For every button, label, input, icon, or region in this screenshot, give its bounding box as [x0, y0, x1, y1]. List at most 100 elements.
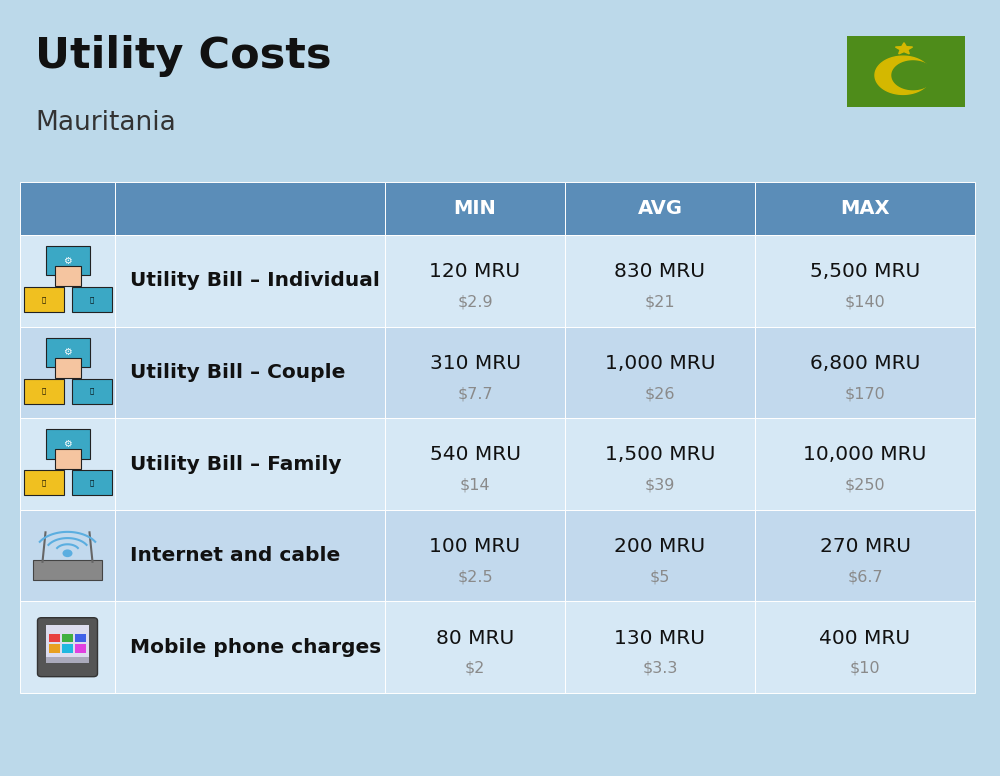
FancyBboxPatch shape — [24, 379, 64, 404]
FancyBboxPatch shape — [115, 235, 385, 327]
FancyBboxPatch shape — [46, 625, 89, 663]
Text: $39: $39 — [645, 477, 675, 493]
Circle shape — [62, 549, 72, 557]
FancyBboxPatch shape — [49, 644, 60, 653]
Text: Internet and cable: Internet and cable — [130, 546, 340, 565]
Text: $170: $170 — [845, 386, 885, 401]
FancyBboxPatch shape — [755, 418, 975, 510]
FancyBboxPatch shape — [565, 601, 755, 693]
FancyBboxPatch shape — [62, 633, 73, 642]
Text: Utility Bill – Couple: Utility Bill – Couple — [130, 363, 345, 382]
Text: 120 MRU: 120 MRU — [429, 262, 521, 281]
Text: ⚙: ⚙ — [63, 256, 72, 265]
Text: 270 MRU: 270 MRU — [820, 537, 910, 556]
Text: 310 MRU: 310 MRU — [430, 354, 520, 372]
FancyBboxPatch shape — [20, 510, 115, 601]
FancyBboxPatch shape — [20, 327, 115, 418]
FancyBboxPatch shape — [55, 449, 80, 469]
FancyBboxPatch shape — [565, 235, 755, 327]
Text: 200 MRU: 200 MRU — [614, 537, 706, 556]
Text: $2: $2 — [465, 660, 485, 676]
FancyBboxPatch shape — [115, 327, 385, 418]
Text: 🚰: 🚰 — [89, 388, 94, 394]
FancyBboxPatch shape — [20, 601, 115, 693]
FancyBboxPatch shape — [72, 470, 112, 495]
Text: Utility Costs: Utility Costs — [35, 35, 332, 77]
FancyBboxPatch shape — [49, 633, 60, 642]
FancyBboxPatch shape — [72, 379, 112, 404]
Text: $21: $21 — [645, 294, 675, 310]
FancyBboxPatch shape — [565, 510, 755, 601]
FancyBboxPatch shape — [385, 235, 565, 327]
Polygon shape — [875, 56, 931, 95]
Text: Utility Bill – Family: Utility Bill – Family — [130, 455, 342, 473]
Text: 1,000 MRU: 1,000 MRU — [605, 354, 715, 372]
Polygon shape — [895, 43, 913, 54]
FancyBboxPatch shape — [755, 235, 975, 327]
FancyBboxPatch shape — [115, 601, 385, 693]
Text: 1,500 MRU: 1,500 MRU — [605, 445, 715, 464]
FancyBboxPatch shape — [385, 601, 565, 693]
Text: $14: $14 — [460, 477, 490, 493]
Text: $10: $10 — [850, 660, 880, 676]
FancyBboxPatch shape — [385, 327, 565, 418]
Text: 🔌: 🔌 — [41, 388, 46, 394]
FancyBboxPatch shape — [46, 338, 90, 367]
Text: MAX: MAX — [840, 199, 890, 218]
FancyBboxPatch shape — [847, 36, 965, 107]
Text: $5: $5 — [650, 569, 670, 584]
FancyBboxPatch shape — [755, 510, 975, 601]
Text: Mauritania: Mauritania — [35, 110, 176, 137]
Text: $140: $140 — [845, 294, 885, 310]
Text: 130 MRU: 130 MRU — [614, 629, 705, 647]
Text: 100 MRU: 100 MRU — [429, 537, 521, 556]
Text: $2.5: $2.5 — [457, 569, 493, 584]
Text: 80 MRU: 80 MRU — [436, 629, 514, 647]
Text: 400 MRU: 400 MRU — [819, 629, 911, 647]
FancyBboxPatch shape — [75, 644, 86, 653]
FancyBboxPatch shape — [55, 358, 80, 378]
FancyBboxPatch shape — [755, 327, 975, 418]
FancyBboxPatch shape — [46, 246, 90, 275]
FancyBboxPatch shape — [72, 287, 112, 312]
FancyBboxPatch shape — [20, 235, 115, 327]
FancyBboxPatch shape — [55, 266, 80, 286]
Text: 🔌: 🔌 — [41, 296, 46, 303]
Text: $7.7: $7.7 — [457, 386, 493, 401]
Text: 10,000 MRU: 10,000 MRU — [803, 445, 927, 464]
Text: $3.3: $3.3 — [642, 660, 678, 676]
FancyBboxPatch shape — [565, 182, 755, 235]
Polygon shape — [892, 61, 934, 89]
Text: MIN: MIN — [454, 199, 496, 218]
Text: $26: $26 — [645, 386, 675, 401]
Text: 5,500 MRU: 5,500 MRU — [810, 262, 920, 281]
Text: $2.9: $2.9 — [457, 294, 493, 310]
Text: Utility Bill – Individual: Utility Bill – Individual — [130, 272, 380, 290]
FancyBboxPatch shape — [20, 418, 115, 510]
Text: 🔌: 🔌 — [41, 480, 46, 486]
FancyBboxPatch shape — [24, 470, 64, 495]
Text: ⚙: ⚙ — [63, 348, 72, 357]
Text: $6.7: $6.7 — [847, 569, 883, 584]
FancyBboxPatch shape — [75, 633, 86, 642]
FancyBboxPatch shape — [20, 182, 115, 235]
Text: 540 MRU: 540 MRU — [430, 445, 520, 464]
FancyBboxPatch shape — [115, 182, 385, 235]
Text: 830 MRU: 830 MRU — [614, 262, 705, 281]
FancyBboxPatch shape — [565, 418, 755, 510]
FancyBboxPatch shape — [115, 510, 385, 601]
FancyBboxPatch shape — [24, 287, 64, 312]
Text: AVG: AVG — [637, 199, 682, 218]
FancyBboxPatch shape — [33, 560, 102, 580]
Text: 🚰: 🚰 — [89, 296, 94, 303]
Text: 6,800 MRU: 6,800 MRU — [810, 354, 920, 372]
FancyBboxPatch shape — [385, 182, 565, 235]
FancyBboxPatch shape — [62, 644, 73, 653]
Text: Mobile phone charges: Mobile phone charges — [130, 638, 381, 656]
FancyBboxPatch shape — [46, 429, 90, 459]
FancyBboxPatch shape — [115, 418, 385, 510]
FancyBboxPatch shape — [38, 618, 98, 677]
FancyBboxPatch shape — [565, 327, 755, 418]
FancyBboxPatch shape — [755, 182, 975, 235]
FancyBboxPatch shape — [385, 510, 565, 601]
